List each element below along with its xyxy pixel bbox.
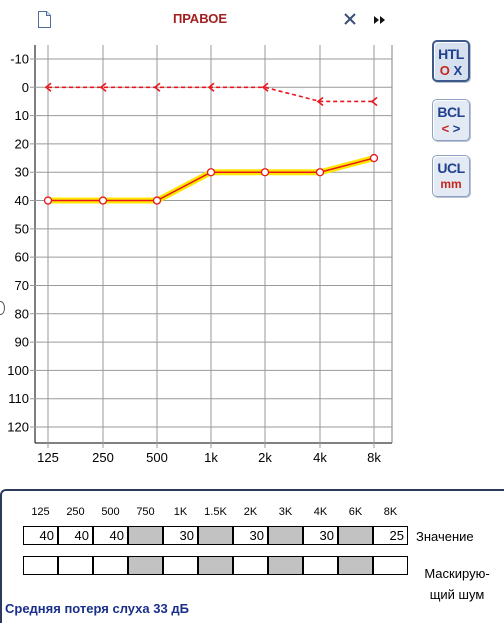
masking-cell[interactable] (23, 556, 58, 575)
x-tick-label: 8k (367, 450, 381, 465)
value-cell[interactable]: 25 (373, 526, 408, 545)
fast-forward-icon[interactable] (373, 15, 387, 25)
data-point (260, 168, 270, 177)
bcl-button[interactable]: BCL < > (432, 99, 470, 141)
data-point (98, 196, 108, 205)
value-row-label: Значение (416, 529, 474, 544)
value-cell[interactable]: 30 (303, 526, 338, 545)
freq-label: 1.5K (204, 506, 227, 518)
y-tick-label: 60 (15, 250, 29, 265)
value-cell (338, 526, 373, 545)
data-point (315, 168, 325, 177)
freq-label: 8K (383, 506, 398, 518)
masking-cell (198, 556, 233, 575)
y-tick-label: 30 (15, 165, 29, 180)
masking-cell[interactable] (233, 556, 268, 575)
value-cell[interactable]: 30 (233, 526, 268, 545)
data-point (207, 82, 215, 92)
masking-cell (128, 556, 163, 575)
masking-row-label: Маскирую- щий шум (412, 563, 502, 605)
htl-button[interactable]: HTL O X (432, 40, 470, 82)
masking-cell[interactable] (163, 556, 198, 575)
y-tick-label: 70 (15, 278, 29, 293)
freq-label: 750 (136, 506, 155, 518)
series-line (48, 86, 374, 103)
x-tick-label: 125 (37, 450, 59, 465)
freq-label: 4K (313, 506, 328, 518)
y-tick-label: 90 (15, 335, 29, 350)
document-icon[interactable] (38, 11, 51, 28)
masking-cell[interactable] (373, 556, 408, 575)
freq-label: 500 (101, 506, 120, 518)
value-cell (268, 526, 303, 545)
data-point (206, 168, 216, 177)
masking-cell[interactable] (303, 556, 338, 575)
ucl-button[interactable]: UCL mm (432, 155, 470, 197)
freq-label: 125 (31, 506, 50, 518)
value-cell (198, 526, 233, 545)
data-point (370, 96, 378, 107)
htl-icon: O X (439, 63, 463, 78)
value-cell[interactable]: 40 (58, 526, 93, 545)
value-cell[interactable]: 40 (93, 526, 128, 545)
freq-label: 250 (66, 506, 85, 518)
ucl-icon: mm (440, 177, 462, 191)
page-title: ПРАВОЕ (172, 11, 228, 26)
y-tick-label: 20 (15, 136, 29, 151)
data-point (153, 82, 161, 92)
value-cell[interactable]: 30 (163, 526, 198, 545)
bcl-icon: < > (441, 121, 461, 136)
data-point (99, 82, 107, 92)
y-tick-label: 50 (15, 221, 29, 236)
x-tick-label: 500 (146, 450, 168, 465)
bcl-label: BCL (437, 104, 465, 120)
y-tick-label: 40 (15, 193, 29, 208)
data-point (261, 82, 269, 92)
freq-label: 2K (243, 506, 258, 518)
audiogram-chart[interactable]: -10 0 10 20 30 40 50 60 70 80 90 100 110 120 125 250 500… (0, 0, 420, 480)
value-cell (128, 526, 163, 545)
masking-cell (268, 556, 303, 575)
data-point (369, 153, 379, 163)
close-icon[interactable] (343, 12, 357, 26)
data-point (44, 82, 52, 92)
data-point (316, 96, 324, 107)
masking-cell (338, 556, 373, 575)
y-tick-label: 120 (7, 420, 29, 435)
x-tick-label: 1k (204, 450, 218, 465)
data-point (152, 196, 162, 205)
htl-label: HTL (438, 46, 464, 62)
masking-label-line2: щий шум (429, 587, 485, 602)
masking-label-line1: Маскирую- (424, 566, 490, 581)
y-tick-label: -10 (10, 52, 29, 67)
y-tick-label: 100 (7, 363, 29, 378)
value-cell[interactable]: 40 (23, 526, 58, 545)
masking-cell[interactable] (93, 556, 128, 575)
y-tick-label: 80 (15, 306, 29, 321)
y-tick-label: 0 (22, 80, 29, 95)
masking-cell[interactable] (58, 556, 93, 575)
y-tick-label: 110 (8, 391, 29, 406)
ucl-label: UCL (437, 160, 465, 176)
freq-label: 1K (173, 506, 188, 518)
x-tick-label: 250 (92, 450, 114, 465)
y-tick-label: 10 (15, 108, 29, 123)
x-tick-label: 2k (258, 450, 272, 465)
freq-label: 3K (278, 506, 293, 518)
x-tick-label: 4k (313, 450, 327, 465)
freq-label: 6K (348, 506, 363, 518)
data-point (43, 196, 53, 205)
average-hearing-loss: Средняя потеря слуха 33 дБ (5, 601, 189, 616)
